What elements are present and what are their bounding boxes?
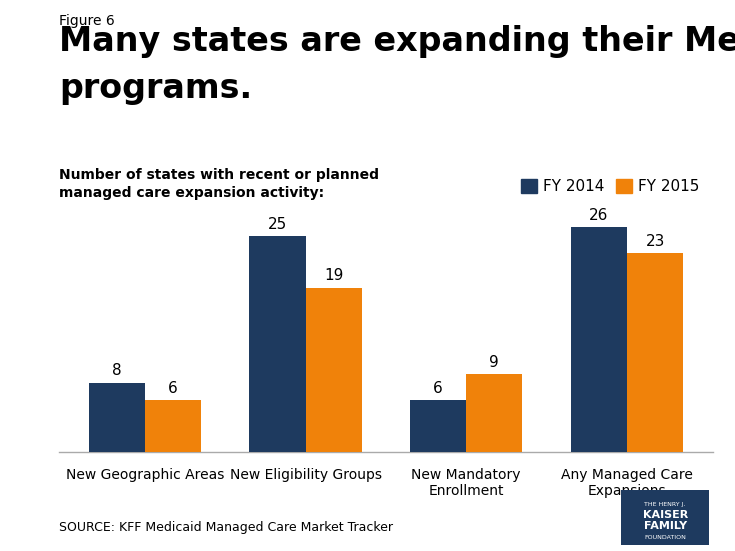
Text: KAISER: KAISER: [642, 510, 688, 520]
Text: Many states are expanding their Medicaid managed care: Many states are expanding their Medicaid…: [59, 25, 735, 58]
Bar: [466, 374, 523, 452]
Legend: FY 2014, FY 2015: FY 2014, FY 2015: [515, 173, 706, 200]
Bar: [410, 400, 466, 452]
Text: 26: 26: [589, 208, 609, 223]
Text: SOURCE: KFF Medicaid Managed Care Market Tracker: SOURCE: KFF Medicaid Managed Care Market…: [59, 521, 392, 534]
Text: Number of states with recent or planned
managed care expansion activity:: Number of states with recent or planned …: [59, 168, 379, 201]
Bar: [249, 236, 306, 452]
Text: FOUNDATION: FOUNDATION: [645, 534, 686, 540]
Text: Figure 6: Figure 6: [59, 14, 115, 28]
Text: 9: 9: [490, 355, 499, 370]
Text: programs.: programs.: [59, 72, 252, 105]
Text: 25: 25: [268, 217, 287, 232]
Text: THE HENRY J.: THE HENRY J.: [645, 501, 686, 507]
Bar: [145, 400, 201, 452]
Text: 23: 23: [645, 234, 664, 249]
Bar: [570, 228, 627, 452]
Text: 8: 8: [112, 364, 121, 379]
Text: FAMILY: FAMILY: [644, 521, 686, 531]
Text: 6: 6: [433, 381, 443, 396]
Bar: [306, 288, 362, 452]
Bar: [627, 253, 684, 452]
Bar: [88, 383, 145, 452]
Text: 6: 6: [168, 381, 178, 396]
Text: 19: 19: [324, 268, 343, 284]
